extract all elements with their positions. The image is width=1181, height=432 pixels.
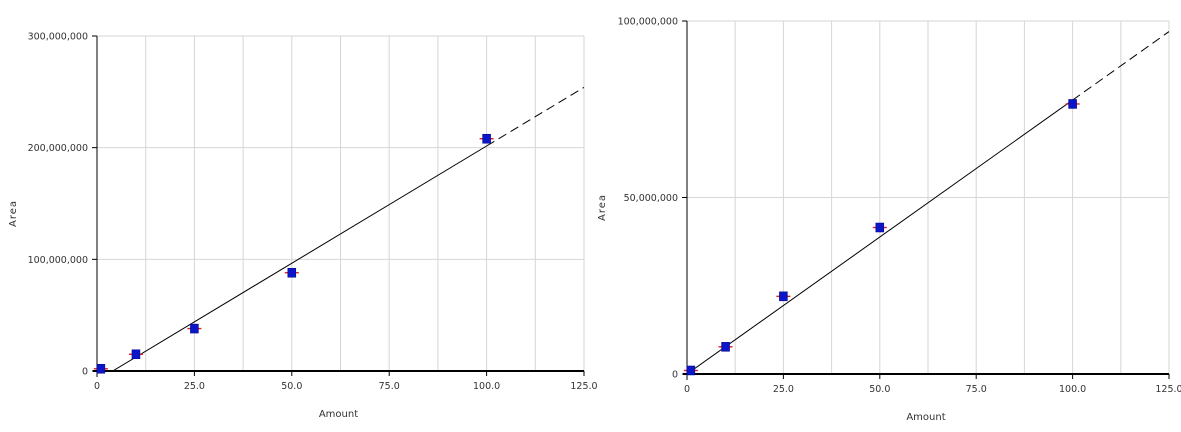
chart-1-y-tick-label: 0 <box>672 370 678 381</box>
chart-0-data-point <box>187 323 202 334</box>
chart-0-data-point <box>479 133 494 144</box>
left-calibration-plot: 0 25.0 50.0 75.0 100.0 125.0 0 100,000,000 200,0… <box>8 32 598 421</box>
right-calibration-plot: 0 25.0 50.0 75.0 100.0 125.0 0 50,000,000 100,00… <box>597 17 1181 424</box>
chart-1-x-tick-label: 75.0 <box>966 384 987 395</box>
chart-1-x-tick-label: 50.0 <box>869 384 890 395</box>
chart-0-y-tick-label: 300,000,000 <box>28 32 88 43</box>
chart-0-x-tick-label: 125.0 <box>570 381 597 392</box>
chart-1-x-tick-label: 0 <box>684 384 690 395</box>
chart-0-x-tick-label: 25.0 <box>184 381 205 392</box>
chart-0-x-tick-label: 0 <box>94 381 100 392</box>
chart-0-data-point <box>284 267 299 278</box>
chart-0-x-axis-title: Amount <box>319 409 358 420</box>
chart-0-y-axis-title: Area <box>8 200 19 227</box>
chart-1-data-point <box>776 291 791 302</box>
chart-1-fit-line-extrapolation <box>1072 31 1169 101</box>
chart-0-fit-line <box>111 145 487 371</box>
chart-1-x-tick-label: 100.0 <box>1059 384 1086 395</box>
chart-1-y-tick-label: 50,000,000 <box>624 193 678 204</box>
chart-1-data-point <box>683 365 698 376</box>
chart-0-fit-line-extrapolation <box>486 86 584 147</box>
chart-1-y-tick-label: 100,000,000 <box>618 17 678 28</box>
chart-1-y-axis-title: Area <box>597 194 608 221</box>
chart-0-y-tick-label: 100,000,000 <box>28 255 88 266</box>
chart-0-y-tick-label: 200,000,000 <box>28 143 88 154</box>
chart-1-fit-line <box>687 99 1073 374</box>
chart-1-x-tick-label: 25.0 <box>773 384 794 395</box>
chart-1-data-point <box>872 222 887 233</box>
chart-0-data-point <box>93 364 108 374</box>
chart-0-x-tick-label: 50.0 <box>281 381 302 392</box>
chart-1-x-tick-label: 125.0 <box>1155 384 1181 395</box>
chart-0-x-tick-label: 75.0 <box>379 381 400 392</box>
chart-1-data-point <box>1065 99 1080 109</box>
chart-1-x-axis-title: Amount <box>906 412 945 423</box>
chart-1-data-point <box>718 342 733 352</box>
chart-0-x-tick-label: 100.0 <box>473 381 500 392</box>
chart-0-data-point <box>128 349 143 359</box>
chart-0-y-tick-label: 0 <box>82 367 88 378</box>
